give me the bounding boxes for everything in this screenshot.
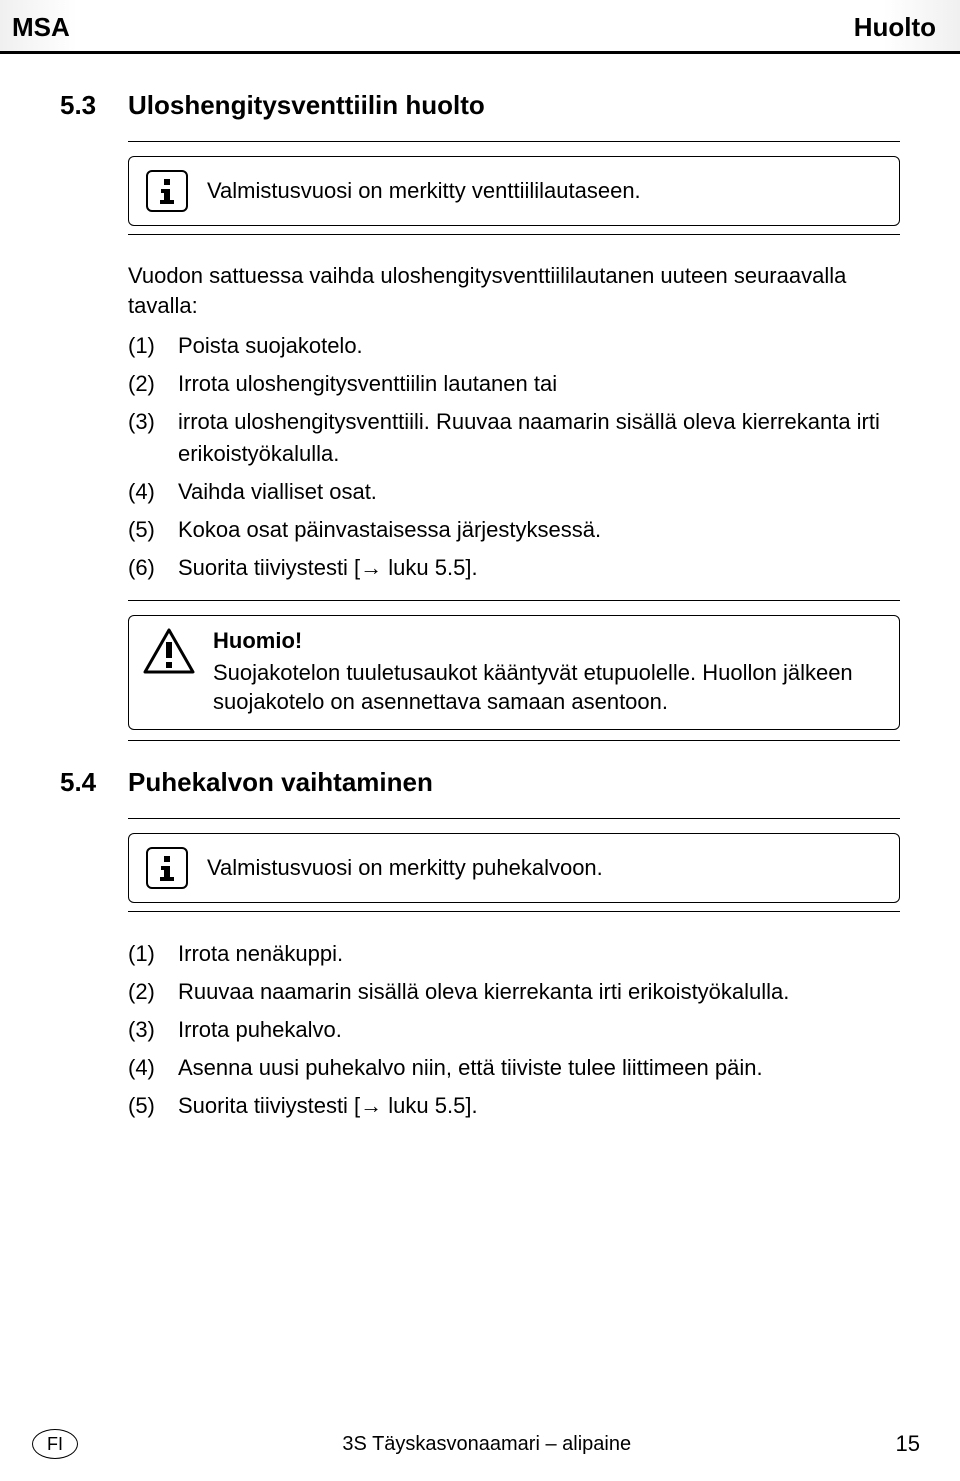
step-text: Asenna uusi puhekalvo niin, että tiivist… [178,1052,900,1084]
divider [128,600,900,601]
list-item: (2)Ruuvaa naamarin sisällä oleva kierrek… [128,976,900,1008]
section-54-body: Valmistusvuosi on merkitty puhekalvoon. … [128,818,900,1121]
step-number: (3) [128,406,178,470]
step-text: Poista suojakotelo. [178,330,900,362]
step-list-54: (1)Irrota nenäkuppi. (2)Ruuvaa naamarin … [128,938,900,1121]
list-item: (6)Suorita tiiviystesti [→ luku 5.5]. [128,552,900,584]
list-item: (1)Irrota nenäkuppi. [128,938,900,970]
divider [128,234,900,235]
step-text: Ruuvaa naamarin sisällä oleva kierrekant… [178,976,900,1008]
warning-body: Huomio! Suojakotelon tuuletusaukot käänt… [213,628,885,717]
info-text: Valmistusvuosi on merkitty venttiililaut… [207,177,641,206]
list-item: (5)Suorita tiiviystesti [→ luku 5.5]. [128,1090,900,1122]
section-heading-54: 5.4 Puhekalvon vaihtaminen [60,767,900,798]
divider [128,141,900,142]
section-heading-53: 5.3 Uloshengitysventtiilin huolto [60,90,900,121]
step-number: (6) [128,552,178,584]
warning-callout: Huomio! Suojakotelon tuuletusaukot käänt… [128,615,900,730]
section-title: Puhekalvon vaihtaminen [128,767,433,798]
step-text: Kokoa osat päinvastaisessa järjestyksess… [178,514,900,546]
step-number: (1) [128,330,178,362]
step-text: Suorita tiiviystesti [→ luku 5.5]. [178,1090,900,1122]
step-number: (3) [128,1014,178,1046]
info-callout: Valmistusvuosi on merkitty puhekalvoon. [128,833,900,903]
step-number: (4) [128,476,178,508]
section-title: Uloshengitysventtiilin huolto [128,90,485,121]
header-section: Huolto [854,12,936,43]
divider [128,911,900,912]
step-number: (2) [128,976,178,1008]
step-text: Irrota nenäkuppi. [178,938,900,970]
warning-icon [143,628,197,717]
step-text: Suorita tiiviystesti [→ luku 5.5]. [178,552,900,584]
section-53-body: Valmistusvuosi on merkitty venttiililaut… [128,141,900,741]
divider [128,740,900,741]
page-number: 15 [896,1431,920,1457]
step-text: Vaihda vialliset osat. [178,476,900,508]
section-number: 5.4 [60,767,128,798]
step-number: (2) [128,368,178,400]
list-item: (4)Asenna uusi puhekalvo niin, että tiiv… [128,1052,900,1084]
step-text: irrota uloshengitysventtiili. Ruuvaa naa… [178,406,900,470]
footer-title: 3S Täyskasvonaamari – alipaine [342,1433,631,1456]
section-number: 5.3 [60,90,128,121]
step-list-53: (1)Poista suojakotelo. (2)Irrota uloshen… [128,330,900,583]
list-item: (1)Poista suojakotelo. [128,330,900,362]
step-number: (5) [128,1090,178,1122]
header-brand: MSA [12,12,70,43]
step-number: (5) [128,514,178,546]
divider [128,818,900,819]
step-number: (1) [128,938,178,970]
list-item: (4)Vaihda vialliset osat. [128,476,900,508]
page: MSA Huolto 5.3 Uloshengitysventtiilin hu… [0,0,960,1481]
warning-text: Suojakotelon tuuletusaukot kääntyvät etu… [213,658,885,717]
info-text: Valmistusvuosi on merkitty puhekalvoon. [207,854,603,883]
step-number: (4) [128,1052,178,1084]
page-footer: FI 3S Täyskasvonaamari – alipaine 15 [0,1429,960,1459]
language-badge: FI [32,1429,78,1459]
intro-paragraph: Vuodon sattuessa vaihda uloshengitysvent… [128,261,900,320]
list-item: (5)Kokoa osat päinvastaisessa järjestyks… [128,514,900,546]
step-text: Irrota uloshengitysventtiilin lautanen t… [178,368,900,400]
info-icon [143,167,191,215]
list-item: (3)Irrota puhekalvo. [128,1014,900,1046]
list-item: (2)Irrota uloshengitysventtiilin lautane… [128,368,900,400]
content: 5.3 Uloshengitysventtiilin huolto Valmis… [0,54,960,1121]
list-item: (3)irrota uloshengitysventtiili. Ruuvaa … [128,406,900,470]
info-callout: Valmistusvuosi on merkitty venttiililaut… [128,156,900,226]
page-header: MSA Huolto [0,0,960,54]
info-icon [143,844,191,892]
step-text: Irrota puhekalvo. [178,1014,900,1046]
warning-title: Huomio! [213,628,885,654]
